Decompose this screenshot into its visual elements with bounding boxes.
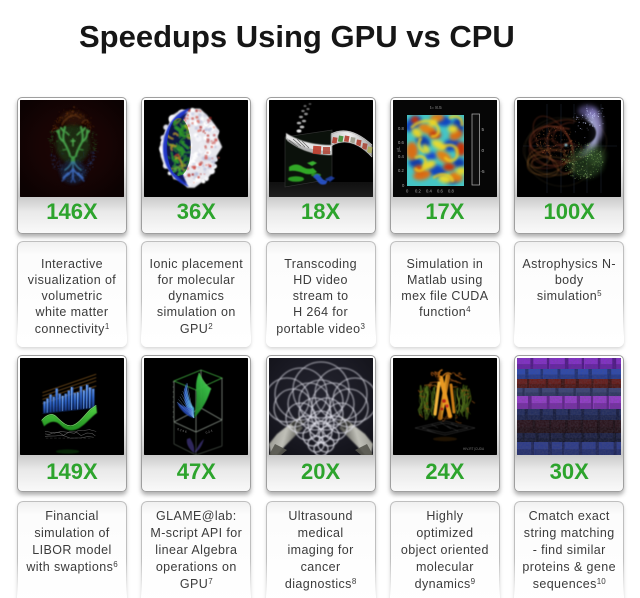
svg-text:0.2: 0.2 [415,189,421,194]
svg-text:0 2 4 6: 0 2 4 6 [177,427,188,434]
svg-text:0.4: 0.4 [398,154,404,159]
svg-text:t= 8.5: t= 8.5 [430,105,442,110]
svg-text:y/L: y/L [396,146,401,152]
svg-text:0 2 4: 0 2 4 [205,429,213,435]
svg-text:0: 0 [481,148,484,153]
svg-text:0: 0 [406,189,409,194]
svg-text:0.2: 0.2 [398,168,404,173]
svg-text:0.6: 0.6 [437,189,443,194]
svg-text:0.8: 0.8 [448,189,454,194]
svg-text:0.6: 0.6 [398,140,404,145]
svg-text:-5: -5 [480,169,485,174]
svg-text:5: 5 [481,127,484,132]
svg-text:HIV-RT |CUDA: HIV-RT |CUDA [463,447,485,451]
svg-text:0.4: 0.4 [426,189,432,194]
svg-text:0: 0 [402,183,405,188]
svg-text:0.8: 0.8 [398,126,404,131]
